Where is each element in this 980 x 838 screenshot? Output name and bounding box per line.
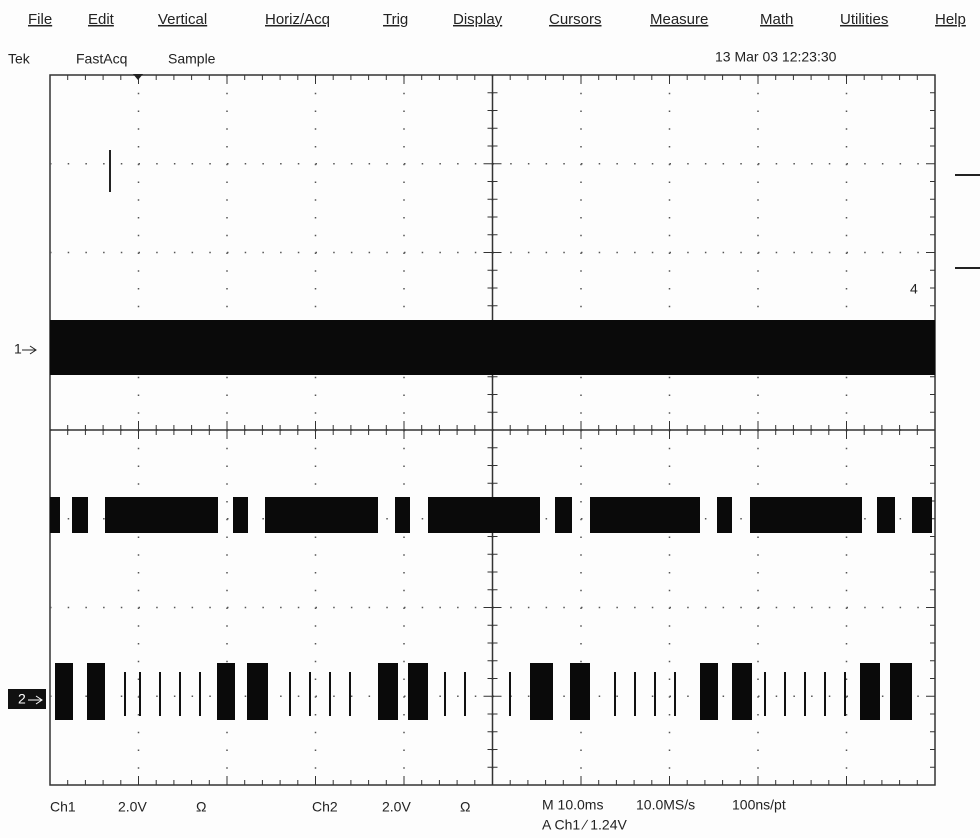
ch2-burst [265,497,378,533]
ch2-label: Ch2 [312,799,338,815]
ch1-label: Ch1 [50,799,76,815]
ch2-burst [750,497,862,533]
menu-item[interactable]: Trig [383,11,408,28]
brand: Tek [8,51,31,67]
ch2-burst [50,497,60,533]
acq-type: Sample [168,51,216,67]
resolution: 100ns/pt [732,797,786,813]
menu-item[interactable]: Display [453,11,503,28]
ch2-packet [378,663,398,720]
ch2-packet [732,663,752,720]
timebase: M 10.0ms [542,797,603,813]
ch2-burst [912,497,932,533]
acq-mode: FastAcq [76,51,127,67]
menu-item[interactable]: File [28,11,52,28]
menu-item[interactable]: Edit [88,11,115,28]
ch2-marker: 2 [18,691,26,707]
ch2-packet [247,663,268,720]
ch2-packet [860,663,880,720]
ch2-burst [590,497,700,533]
menu-item[interactable]: Cursors [549,11,602,28]
timestamp: 13 Mar 03 12:23:30 [715,49,837,65]
ch2-packet [700,663,718,720]
ch1-coupling: Ω [196,799,206,815]
oscilloscope-screen: File Edit Vertical Horiz/Acq Trig Display Curs… [0,0,980,838]
ch2-burst [105,497,218,533]
ch1-marker: 1 [14,341,22,357]
menu-item[interactable]: Math [760,11,793,28]
ch2-burst [395,497,410,533]
menu-item[interactable]: Utilities [840,11,888,28]
menu-item[interactable]: Measure [650,11,708,28]
ch2-packet [408,663,428,720]
background [0,0,980,838]
ch2-burst [717,497,732,533]
ch2-packet [87,663,105,720]
ch2-packet [55,663,73,720]
ch1-trace [50,320,935,375]
menu-item[interactable]: Vertical [158,11,207,28]
ref-marker: 4 [910,281,918,297]
ch2-burst [428,497,540,533]
ch2-packet [570,663,590,720]
sample-rate: 10.0MS/s [636,797,695,813]
ch2-packet [530,663,553,720]
ch2-scale: 2.0V [382,799,411,815]
ch2-burst [555,497,572,533]
ch2-packet [217,663,235,720]
menu-item[interactable]: Help [935,11,966,28]
trigger-readout: A Ch1 ∕ 1.24V [542,817,628,833]
ch2-burst [72,497,88,533]
ch2-coupling: Ω [460,799,470,815]
ch2-burst [877,497,895,533]
ch2-packet [890,663,912,720]
ch1-scale: 2.0V [118,799,147,815]
menu-item[interactable]: Horiz/Acq [265,11,330,28]
ch2-burst [233,497,248,533]
